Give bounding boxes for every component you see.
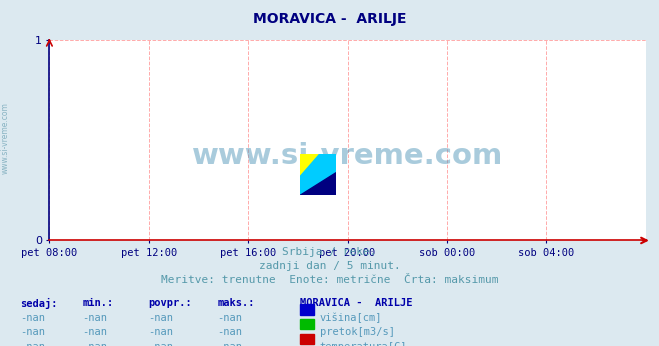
- Text: -nan: -nan: [20, 327, 45, 337]
- Text: -nan: -nan: [148, 342, 173, 346]
- Text: -nan: -nan: [82, 342, 107, 346]
- Polygon shape: [300, 154, 320, 177]
- Text: -nan: -nan: [148, 327, 173, 337]
- Text: Srbija / reke.: Srbija / reke.: [282, 247, 377, 257]
- Text: www.si-vreme.com: www.si-vreme.com: [192, 142, 503, 170]
- Text: -nan: -nan: [82, 327, 107, 337]
- Text: -nan: -nan: [82, 313, 107, 323]
- Text: www.si-vreme.com: www.si-vreme.com: [1, 102, 10, 174]
- Text: pretok[m3/s]: pretok[m3/s]: [320, 327, 395, 337]
- Text: Meritve: trenutne  Enote: metrične  Črta: maksimum: Meritve: trenutne Enote: metrične Črta: …: [161, 275, 498, 285]
- Text: -nan: -nan: [217, 327, 243, 337]
- Text: -nan: -nan: [20, 313, 45, 323]
- Text: višina[cm]: višina[cm]: [320, 313, 382, 323]
- Text: -nan: -nan: [148, 313, 173, 323]
- Text: temperatura[C]: temperatura[C]: [320, 342, 407, 346]
- Text: min.:: min.:: [82, 298, 113, 308]
- Text: maks.:: maks.:: [217, 298, 255, 308]
- Text: zadnji dan / 5 minut.: zadnji dan / 5 minut.: [258, 261, 401, 271]
- Text: -nan: -nan: [217, 342, 243, 346]
- Polygon shape: [300, 173, 336, 195]
- Text: -nan: -nan: [20, 342, 45, 346]
- Text: MORAVICA -  ARILJE: MORAVICA - ARILJE: [300, 298, 413, 308]
- Text: -nan: -nan: [217, 313, 243, 323]
- Text: sedaj:: sedaj:: [20, 298, 57, 309]
- Text: povpr.:: povpr.:: [148, 298, 192, 308]
- Polygon shape: [300, 154, 336, 195]
- Text: MORAVICA -  ARILJE: MORAVICA - ARILJE: [253, 12, 406, 26]
